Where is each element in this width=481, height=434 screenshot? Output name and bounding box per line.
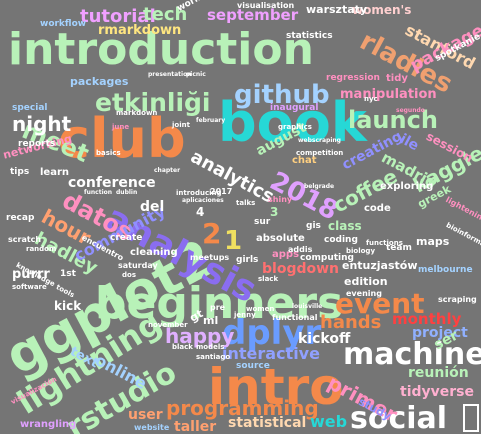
corner-frame [463, 404, 479, 432]
